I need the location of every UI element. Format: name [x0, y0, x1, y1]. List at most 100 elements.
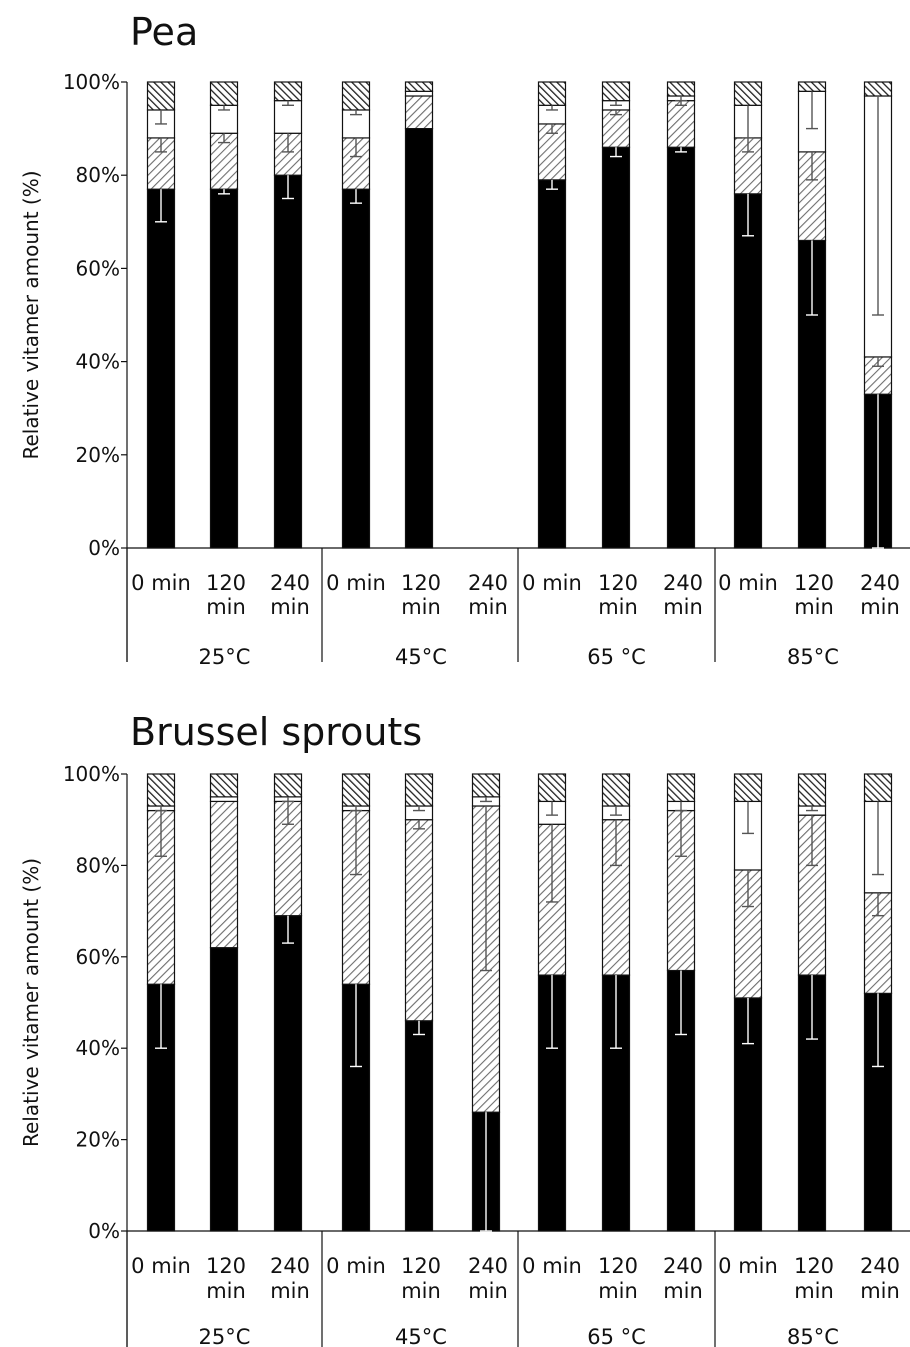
y-tick-label: 40%: [76, 1036, 120, 1060]
x-tick-label: 120: [206, 571, 246, 595]
bar-segment-solid-black: [406, 129, 433, 548]
x-tick-label: min: [860, 595, 900, 619]
x-tick-label: 120: [206, 1254, 246, 1278]
bar-segment-dark-hatch: [603, 82, 630, 101]
x-tick-label: min: [794, 595, 834, 619]
bar-segment-dark-hatch: [406, 774, 433, 806]
x-tick-label: 120: [598, 571, 638, 595]
bar-stack: [473, 774, 500, 1231]
x-tick-label: min: [598, 595, 638, 619]
bar-segment-gray-hatch: [603, 110, 630, 147]
x-tick-label: 240: [468, 571, 508, 595]
bar-stack: [148, 82, 175, 548]
group-label: 25°C: [199, 645, 251, 669]
x-tick-label: 240: [663, 571, 703, 595]
bar-stack: [603, 82, 630, 548]
y-axis-label: Relative vitamer amount (%): [19, 170, 43, 459]
bar-segment-gray-hatch: [406, 96, 433, 129]
group-label: 45°C: [395, 645, 447, 669]
y-axis-label: Relative vitamer amount (%): [19, 858, 43, 1147]
bar-stack: [668, 774, 695, 1231]
bar-stack: [343, 774, 370, 1231]
x-tick-label: min: [598, 1279, 638, 1303]
bar-segment-solid-black: [275, 175, 302, 548]
bar-stack: [603, 774, 630, 1231]
bar-segment-solid-black: [668, 147, 695, 548]
y-tick-label: 0%: [88, 1219, 120, 1243]
bar-stack: [148, 774, 175, 1231]
bar-stack: [735, 82, 762, 548]
x-tick-label: min: [270, 1279, 310, 1303]
x-tick-label: 240: [468, 1254, 508, 1278]
bar-stack: [865, 82, 892, 548]
bar-segment-solid-black: [148, 189, 175, 548]
x-tick-label: 240: [270, 571, 310, 595]
y-tick-label: 60%: [76, 256, 120, 280]
x-tick-label: min: [468, 1279, 508, 1303]
pea-panel: Pea Relative vitamer amount (%) 0% 20% 40% 60…: [19, 10, 910, 669]
bar-segment-dark-hatch: [735, 82, 762, 105]
y-tick-label: 0%: [88, 536, 120, 560]
bar-segment-solid-black: [735, 194, 762, 548]
group-label: 65 °C: [587, 645, 646, 669]
bar-stack: [211, 82, 238, 548]
group-label: 45°C: [395, 1325, 447, 1347]
x-tick-label: 120: [794, 1254, 834, 1278]
bar-segment-dark-hatch: [799, 774, 826, 806]
bar-stack: [799, 82, 826, 548]
x-tick-label: min: [663, 595, 703, 619]
bar-stack: [275, 774, 302, 1231]
bar-segment-white: [211, 797, 238, 802]
y-tick-label: 100%: [63, 762, 120, 786]
x-tick-label: 240: [860, 1254, 900, 1278]
bar-stack: [865, 774, 892, 1231]
x-tick-label: min: [206, 1279, 246, 1303]
group-label: 25°C: [199, 1325, 251, 1347]
bar-segment-solid-black: [275, 916, 302, 1231]
bar-stack: [735, 774, 762, 1231]
y-tick-label: 100%: [63, 70, 120, 94]
x-tick-label: min: [401, 595, 441, 619]
x-tick-label: min: [206, 595, 246, 619]
x-tick-label: 240: [663, 1254, 703, 1278]
y-tick-label: 80%: [76, 853, 120, 877]
x-tick-label: 0 min: [718, 1254, 778, 1278]
bar-stack: [211, 774, 238, 1231]
x-tick-label: min: [794, 1279, 834, 1303]
bar-segment-dark-hatch: [668, 82, 695, 96]
x-tick-label: 0 min: [131, 571, 191, 595]
y-tick-label: 40%: [76, 350, 120, 374]
chart-title: Brussel sprouts: [130, 710, 422, 754]
x-tick-label: 120: [598, 1254, 638, 1278]
bar-segment-solid-black: [406, 1021, 433, 1231]
x-tick-label: 0 min: [326, 571, 386, 595]
bar-segment-dark-hatch: [211, 82, 238, 105]
bar-stack: [275, 82, 302, 548]
x-tick-label: 240: [860, 571, 900, 595]
bar-stack: [539, 774, 566, 1231]
x-tick-label: 0 min: [131, 1254, 191, 1278]
bar-stack: [539, 82, 566, 548]
bar-stack: [406, 774, 433, 1231]
bar-segment-dark-hatch: [275, 82, 302, 101]
bar-segment-dark-hatch: [865, 82, 892, 96]
group-label: 65 °C: [587, 1325, 646, 1347]
bar-segment-solid-black: [211, 189, 238, 548]
bar-segment-white: [406, 91, 433, 96]
bar-segment-dark-hatch: [406, 82, 433, 91]
bar-segment-dark-hatch: [539, 82, 566, 105]
y-tick-label: 20%: [76, 1128, 120, 1152]
brussel-sprouts-panel: Brussel sprouts Relative vitamer amount (…: [19, 710, 910, 1347]
x-tick-label: min: [468, 595, 508, 619]
bar-segment-dark-hatch: [148, 774, 175, 806]
bar-segment-dark-hatch: [343, 774, 370, 806]
group-label: 85°C: [787, 645, 839, 669]
bar-segment-gray-hatch: [668, 101, 695, 148]
bar-segment-dark-hatch: [539, 774, 566, 801]
y-tick-label: 60%: [76, 945, 120, 969]
bar-segment-dark-hatch: [343, 82, 370, 110]
x-tick-label: 120: [794, 571, 834, 595]
x-tick-label: min: [270, 595, 310, 619]
x-tick-label: 240: [270, 1254, 310, 1278]
